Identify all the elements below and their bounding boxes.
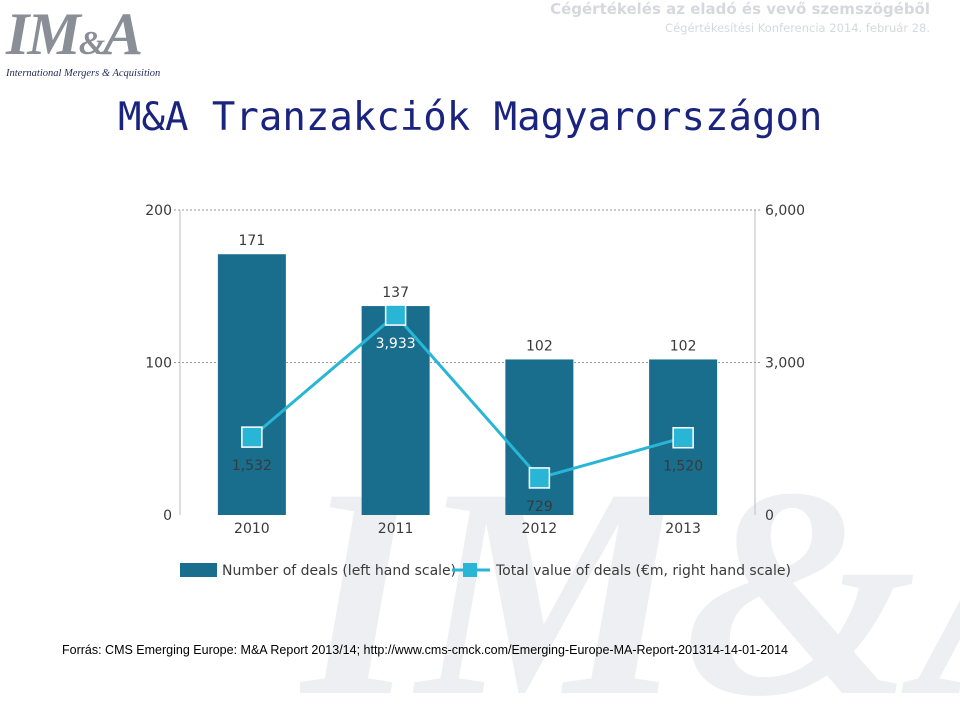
header-title: Cégértékelés az eladó és vevő szemszögéb… xyxy=(550,0,930,18)
line-data-label: 1,532 xyxy=(232,458,272,474)
header-subtitle: Cégértékesítési Konferencia 2014. februá… xyxy=(665,21,930,35)
line-marker-2011 xyxy=(384,304,407,326)
right-tick-label: 0 xyxy=(765,508,774,524)
line-data-label: 729 xyxy=(526,499,553,515)
legend-line-label: Total value of deals (€m, right hand sca… xyxy=(495,563,791,579)
bar-data-label: 171 xyxy=(239,233,266,249)
ima-logo: IM&A International Mergers & Acquisition xyxy=(6,4,166,82)
logo-wordmark: IM&A xyxy=(6,1,143,67)
legend-bar-label: Number of deals (left hand scale) xyxy=(222,563,456,579)
x-tick-label: 2011 xyxy=(378,521,414,537)
bar-2010 xyxy=(217,254,286,515)
line-data-label: 3,933 xyxy=(376,336,416,352)
page-title: M&A Tranzakciók Magyarországon xyxy=(118,95,823,140)
source-prefix: Forrás: CMS Emerging Europe: M&A Report … xyxy=(62,643,364,657)
value-line xyxy=(250,312,684,480)
legend-line-marker xyxy=(463,563,477,577)
x-tick-label: 2010 xyxy=(234,521,270,537)
legend-bar-swatch xyxy=(180,563,217,577)
right-tick-label: 6,000 xyxy=(765,203,805,219)
line-data-label: 1,520 xyxy=(663,459,703,475)
bar-2012 xyxy=(505,359,574,515)
left-tick-label: 0 xyxy=(163,508,172,524)
line-marker-2010 xyxy=(241,426,263,448)
source-link[interactable]: http://www.cms-cmck.com/Emerging-Europe-… xyxy=(363,643,789,657)
x-tick-label: 2012 xyxy=(522,521,558,537)
left-tick-label: 100 xyxy=(145,356,172,372)
source-note: Forrás: CMS Emerging Europe: M&A Report … xyxy=(62,643,788,657)
logo-tagline: International Mergers & Acquisition xyxy=(6,68,161,79)
left-tick-label: 200 xyxy=(145,203,172,219)
bar-data-label: 102 xyxy=(526,338,553,354)
deals-chart: 0 100 200 0 3,000 6,000 171 2010 137 2011 102 2012 1… xyxy=(145,203,805,579)
line-marker-2013 xyxy=(672,426,694,449)
x-tick-label: 2013 xyxy=(665,521,701,537)
right-tick-label: 3,000 xyxy=(765,356,805,372)
bar-data-label: 137 xyxy=(382,285,409,301)
line-marker-2012 xyxy=(528,467,551,489)
bar-data-label: 102 xyxy=(670,338,697,354)
